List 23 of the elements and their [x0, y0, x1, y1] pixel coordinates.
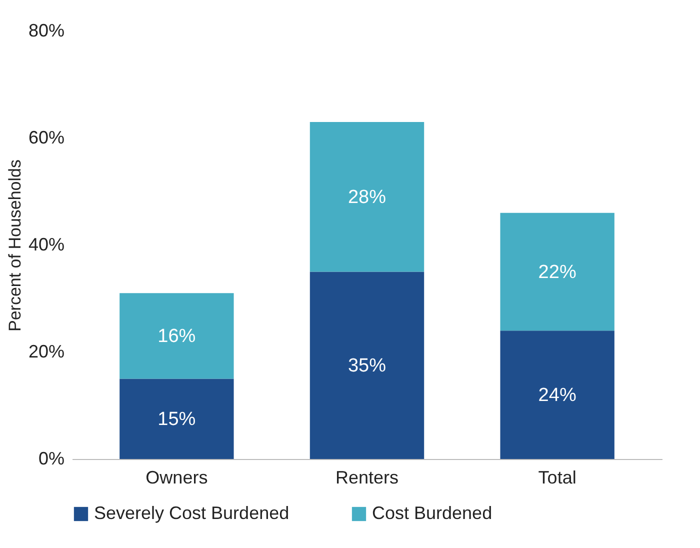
bar [120, 293, 234, 379]
data-label: 24% [538, 384, 576, 406]
y-tick-label: 40% [28, 234, 64, 254]
bar [310, 122, 424, 272]
legend-label: Cost Burdened [372, 503, 492, 523]
data-label: 15% [158, 408, 196, 430]
data-label: 16% [158, 326, 196, 347]
legend-label: Severely Cost Burdened [94, 503, 290, 523]
y-axis-title: Percent of Households [5, 160, 24, 332]
data-label: 22% [538, 262, 576, 283]
bar [500, 212, 614, 331]
bar [500, 330, 614, 459]
x-tick-label: Renters [335, 468, 399, 488]
data-label: 28% [348, 186, 386, 208]
x-tick-label: Total [538, 468, 576, 488]
data-label: 35% [348, 355, 386, 376]
y-tick-label: 60% [28, 128, 64, 148]
bar [120, 378, 234, 459]
y-tick-label: 80% [28, 20, 64, 40]
y-tick-label: 0% [38, 448, 64, 468]
bar [310, 272, 424, 459]
y-tick-label: 20% [28, 342, 64, 362]
x-tick-label: Owners [146, 468, 208, 488]
